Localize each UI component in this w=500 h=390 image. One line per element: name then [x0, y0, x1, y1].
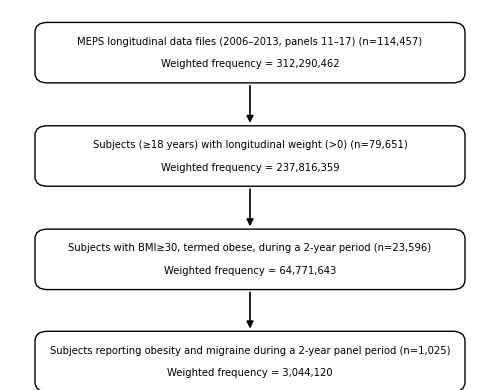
Text: Subjects reporting obesity and migraine during a 2-year panel period (n=1,025): Subjects reporting obesity and migraine … [50, 346, 450, 356]
Text: Weighted frequency = 237,816,359: Weighted frequency = 237,816,359 [160, 163, 340, 173]
FancyBboxPatch shape [35, 126, 465, 186]
Text: Subjects with BMI≥30, termed obese, during a 2-year period (n=23,596): Subjects with BMI≥30, termed obese, duri… [68, 243, 432, 254]
FancyBboxPatch shape [35, 22, 465, 83]
Text: Weighted frequency = 64,771,643: Weighted frequency = 64,771,643 [164, 266, 336, 276]
Text: MEPS longitudinal data files (2006–2013, panels 11–17) (n=114,457): MEPS longitudinal data files (2006–2013,… [78, 37, 422, 47]
Text: Weighted frequency = 3,044,120: Weighted frequency = 3,044,120 [167, 368, 333, 378]
Text: Subjects (≥18 years) with longitudinal weight (>0) (n=79,651): Subjects (≥18 years) with longitudinal w… [92, 140, 407, 150]
Text: Weighted frequency = 312,290,462: Weighted frequency = 312,290,462 [160, 59, 340, 69]
FancyBboxPatch shape [35, 332, 465, 390]
FancyBboxPatch shape [35, 229, 465, 289]
